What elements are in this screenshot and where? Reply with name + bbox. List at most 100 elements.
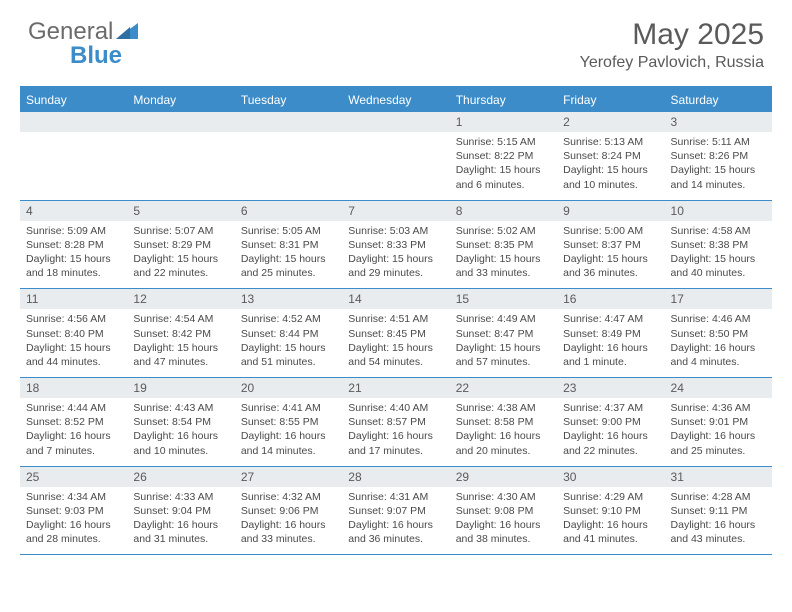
day-line: Sunrise: 4:52 AM bbox=[241, 312, 336, 326]
day-number bbox=[342, 112, 449, 132]
dow-monday: Monday bbox=[127, 88, 234, 112]
day-body: Sunrise: 5:11 AMSunset: 8:26 PMDaylight:… bbox=[665, 132, 772, 200]
day-line: Sunset: 8:50 PM bbox=[671, 327, 766, 341]
day-number: 9 bbox=[557, 201, 664, 221]
day-line: Daylight: 16 hours bbox=[671, 518, 766, 532]
day-body: Sunrise: 5:07 AMSunset: 8:29 PMDaylight:… bbox=[127, 221, 234, 289]
week-row: 25Sunrise: 4:34 AMSunset: 9:03 PMDayligh… bbox=[20, 467, 772, 556]
day-line: Daylight: 16 hours bbox=[26, 518, 121, 532]
day-body: Sunrise: 5:09 AMSunset: 8:28 PMDaylight:… bbox=[20, 221, 127, 289]
day-line: Sunset: 8:22 PM bbox=[456, 149, 551, 163]
day-cell: 19Sunrise: 4:43 AMSunset: 8:54 PMDayligh… bbox=[127, 378, 234, 466]
day-line: and 40 minutes. bbox=[671, 266, 766, 280]
day-number: 26 bbox=[127, 467, 234, 487]
day-body: Sunrise: 4:52 AMSunset: 8:44 PMDaylight:… bbox=[235, 309, 342, 377]
brand-triangle-icon bbox=[116, 21, 138, 44]
day-number: 4 bbox=[20, 201, 127, 221]
day-line: and 54 minutes. bbox=[348, 355, 443, 369]
day-line: Sunset: 8:31 PM bbox=[241, 238, 336, 252]
day-line: Daylight: 16 hours bbox=[671, 341, 766, 355]
day-number: 19 bbox=[127, 378, 234, 398]
day-line: Daylight: 16 hours bbox=[348, 429, 443, 443]
day-line: Sunrise: 5:15 AM bbox=[456, 135, 551, 149]
day-line: and 14 minutes. bbox=[671, 178, 766, 192]
day-line: Daylight: 16 hours bbox=[671, 429, 766, 443]
day-line: Daylight: 16 hours bbox=[241, 429, 336, 443]
day-line: and 41 minutes. bbox=[563, 532, 658, 546]
day-line: Sunrise: 4:37 AM bbox=[563, 401, 658, 415]
day-line: Sunset: 8:40 PM bbox=[26, 327, 121, 341]
location-subtitle: Yerofey Pavlovich, Russia bbox=[580, 54, 764, 72]
day-body: Sunrise: 4:28 AMSunset: 9:11 PMDaylight:… bbox=[665, 487, 772, 555]
day-number: 1 bbox=[450, 112, 557, 132]
day-line: Sunrise: 5:05 AM bbox=[241, 224, 336, 238]
day-line: and 57 minutes. bbox=[456, 355, 551, 369]
day-line: and 4 minutes. bbox=[671, 355, 766, 369]
day-line: Sunset: 9:00 PM bbox=[563, 415, 658, 429]
day-line: Daylight: 16 hours bbox=[133, 518, 228, 532]
day-line: Sunset: 8:47 PM bbox=[456, 327, 551, 341]
day-number: 6 bbox=[235, 201, 342, 221]
day-line: and 44 minutes. bbox=[26, 355, 121, 369]
day-number: 13 bbox=[235, 289, 342, 309]
day-number: 30 bbox=[557, 467, 664, 487]
day-cell: 13Sunrise: 4:52 AMSunset: 8:44 PMDayligh… bbox=[235, 289, 342, 377]
day-line: and 20 minutes. bbox=[456, 444, 551, 458]
day-line: Sunrise: 5:09 AM bbox=[26, 224, 121, 238]
day-body bbox=[235, 132, 342, 192]
day-line: Sunrise: 4:28 AM bbox=[671, 490, 766, 504]
day-line: and 28 minutes. bbox=[26, 532, 121, 546]
day-number: 3 bbox=[665, 112, 772, 132]
day-line: and 18 minutes. bbox=[26, 266, 121, 280]
day-line: Daylight: 16 hours bbox=[133, 429, 228, 443]
day-line: Daylight: 15 hours bbox=[241, 341, 336, 355]
day-cell: 24Sunrise: 4:36 AMSunset: 9:01 PMDayligh… bbox=[665, 378, 772, 466]
day-line: Daylight: 15 hours bbox=[456, 341, 551, 355]
day-line: Daylight: 16 hours bbox=[563, 518, 658, 532]
day-number: 23 bbox=[557, 378, 664, 398]
day-line: Sunset: 9:10 PM bbox=[563, 504, 658, 518]
day-line: Sunrise: 4:34 AM bbox=[26, 490, 121, 504]
day-line: Daylight: 15 hours bbox=[563, 252, 658, 266]
day-body bbox=[127, 132, 234, 192]
day-line: and 22 minutes. bbox=[563, 444, 658, 458]
day-body: Sunrise: 4:58 AMSunset: 8:38 PMDaylight:… bbox=[665, 221, 772, 289]
day-number: 17 bbox=[665, 289, 772, 309]
day-line: Sunset: 9:04 PM bbox=[133, 504, 228, 518]
day-line: Daylight: 15 hours bbox=[26, 252, 121, 266]
day-line: Sunset: 9:03 PM bbox=[26, 504, 121, 518]
day-body: Sunrise: 5:13 AMSunset: 8:24 PMDaylight:… bbox=[557, 132, 664, 200]
day-body: Sunrise: 4:56 AMSunset: 8:40 PMDaylight:… bbox=[20, 309, 127, 377]
day-line: Sunset: 8:57 PM bbox=[348, 415, 443, 429]
day-line: Sunrise: 4:43 AM bbox=[133, 401, 228, 415]
day-line: Sunrise: 4:41 AM bbox=[241, 401, 336, 415]
day-line: Sunset: 9:08 PM bbox=[456, 504, 551, 518]
day-cell: 3Sunrise: 5:11 AMSunset: 8:26 PMDaylight… bbox=[665, 112, 772, 200]
weeks-container: 1 Sunrise: 5:15 AMSunset: 8:22 PM Daylight… bbox=[20, 112, 772, 555]
day-cell bbox=[342, 112, 449, 200]
day-line: Sunset: 8:55 PM bbox=[241, 415, 336, 429]
day-cell: 6Sunrise: 5:05 AMSunset: 8:31 PMDaylight… bbox=[235, 201, 342, 289]
day-line: and 29 minutes. bbox=[348, 266, 443, 280]
day-body: Sunrise: 4:29 AMSunset: 9:10 PMDaylight:… bbox=[557, 487, 664, 555]
day-line: Sunset: 9:07 PM bbox=[348, 504, 443, 518]
day-line: and 1 minute. bbox=[563, 355, 658, 369]
day-line: Sunrise: 4:38 AM bbox=[456, 401, 551, 415]
day-line: Sunrise: 5:03 AM bbox=[348, 224, 443, 238]
day-number: 7 bbox=[342, 201, 449, 221]
day-number bbox=[20, 112, 127, 132]
day-number: 20 bbox=[235, 378, 342, 398]
day-line: Sunset: 8:28 PM bbox=[26, 238, 121, 252]
day-body: Sunrise: 4:34 AMSunset: 9:03 PMDaylight:… bbox=[20, 487, 127, 555]
dow-friday: Friday bbox=[557, 88, 664, 112]
day-body: Sunrise: 5:00 AMSunset: 8:37 PMDaylight:… bbox=[557, 221, 664, 289]
day-line: and 10 minutes. bbox=[133, 444, 228, 458]
day-line: Daylight: 15 hours bbox=[133, 252, 228, 266]
day-line: Sunset: 8:24 PM bbox=[563, 149, 658, 163]
day-line: Daylight: 16 hours bbox=[563, 429, 658, 443]
day-number: 12 bbox=[127, 289, 234, 309]
dow-header-row: Sunday Monday Tuesday Wednesday Thursday… bbox=[20, 88, 772, 112]
day-body bbox=[342, 132, 449, 192]
day-line: Daylight: 15 hours bbox=[348, 252, 443, 266]
day-line: Daylight: 16 hours bbox=[563, 341, 658, 355]
